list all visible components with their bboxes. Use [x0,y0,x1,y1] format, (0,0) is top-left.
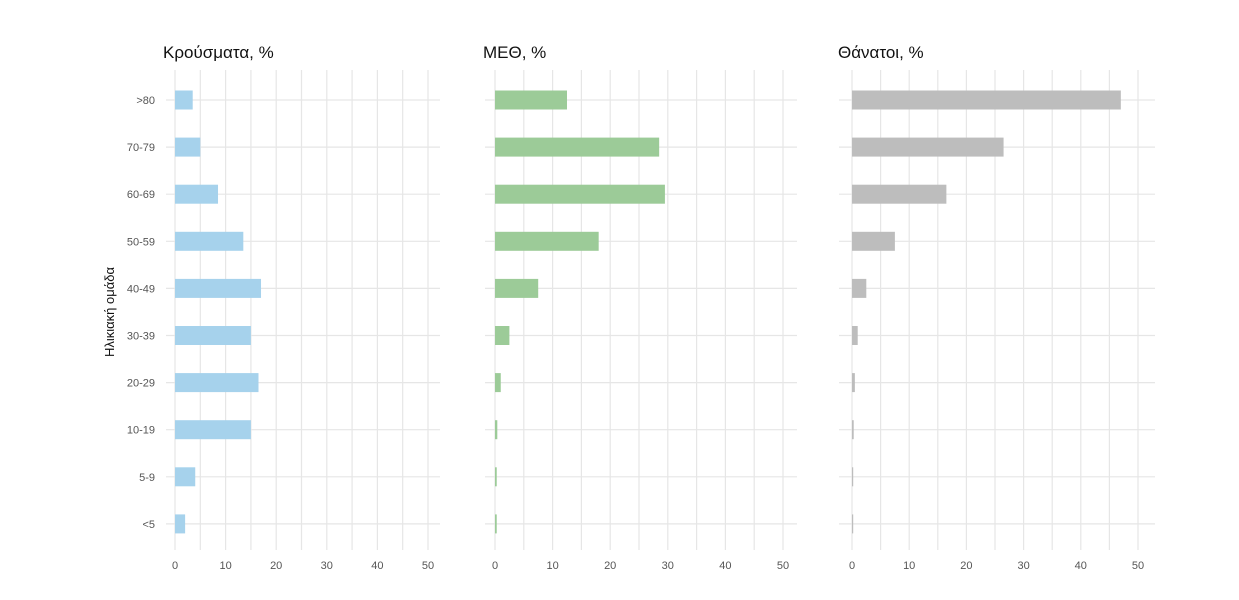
panel-2: 0 10 20 30 40 50 ΜΕΘ, % [483,43,797,572]
y-tick-label: 40-49 [127,283,155,295]
x-tick-label: 40 [1075,560,1087,572]
x-tick-label: 40 [371,560,383,572]
bar-70-79 [852,137,1004,157]
x-tick-label: 20 [960,560,972,572]
bar-40-49 [175,278,262,298]
panel-title: Θάνατοι, % [838,43,924,62]
bar-10-19 [852,420,854,440]
bar-5-9 [852,467,854,487]
y-tick-label: 30-39 [127,331,155,343]
y-tick-label: <5 [142,519,155,531]
y-tick-label: >80 [136,95,155,107]
bar-<5 [852,514,854,534]
bar-40-49 [852,278,867,298]
bar-60-69 [175,184,219,204]
y-tick-label: 50-59 [127,236,155,248]
panel-1: 0 10 20 30 40 50 Κρούσματα, % [163,43,440,572]
bar-60-69 [852,184,947,204]
x-tick-label: 30 [662,560,674,572]
x-tick-label: 30 [321,560,333,572]
y-tick-label: 5-9 [139,472,155,484]
x-tick-label: 50 [422,560,434,572]
panel-3: 0 10 20 30 40 50 Θάνατοι, % [838,43,1155,572]
x-tick-label: 0 [492,560,498,572]
x-tick-label: 40 [719,560,731,572]
bar-5-9 [495,467,497,487]
bar-20-29 [852,373,855,393]
bar-70-79 [495,137,660,157]
y-tick-label: 10-19 [127,425,155,437]
bar-<5 [175,514,186,534]
x-tick-label: 10 [903,560,915,572]
bar-50-59 [175,231,244,251]
bar-30-39 [495,326,510,345]
bar->80 [175,90,193,110]
x-tick-label: 0 [849,560,855,572]
bar-50-59 [852,231,895,251]
panel-title: Κρούσματα, % [163,43,274,62]
x-tick-label: 20 [270,560,282,572]
y-tick-label: 20-29 [127,378,155,390]
bar-50-59 [495,231,599,251]
bar-30-39 [852,326,858,345]
bar-30-39 [175,326,251,345]
y-tick-label: 70-79 [127,142,155,154]
x-tick-label: 10 [219,560,231,572]
panel-title: ΜΕΘ, % [483,43,546,62]
bar-<5 [495,514,497,534]
x-tick-label: 20 [604,560,616,572]
bar-40-49 [495,278,539,298]
bar-10-19 [495,420,498,440]
bar->80 [495,90,567,110]
bar->80 [852,90,1121,110]
bar-20-29 [175,373,259,393]
x-tick-label: 30 [1017,560,1029,572]
bar-10-19 [175,420,251,440]
x-tick-label: 50 [777,560,789,572]
bar-60-69 [495,184,665,204]
bar-70-79 [175,137,201,157]
y-axis-label: Ηλικιακή ομάδα [102,267,117,357]
bar-20-29 [495,373,501,393]
x-tick-label: 0 [172,560,178,572]
y-tick-label: 60-69 [127,189,155,201]
bar-5-9 [175,467,196,487]
x-tick-label: 50 [1132,560,1144,572]
x-tick-label: 10 [546,560,558,572]
